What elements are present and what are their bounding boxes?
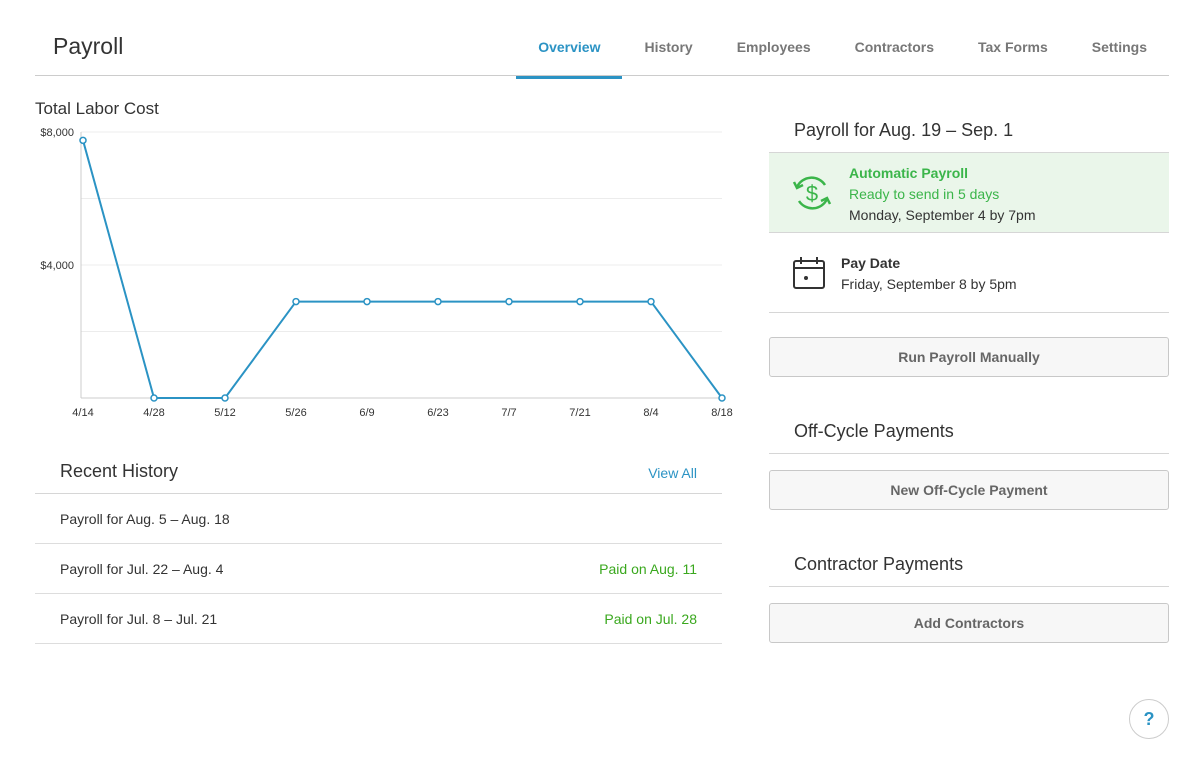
y-tick-label: $4,000 — [40, 260, 74, 272]
contractor-rule — [769, 586, 1169, 587]
off-cycle-button[interactable]: New Off-Cycle Payment — [769, 470, 1169, 510]
history-rule — [35, 493, 722, 494]
x-tick-label: 6/23 — [427, 407, 448, 419]
pay-date-rule — [769, 312, 1169, 313]
cost-point — [79, 136, 87, 145]
nav-tab[interactable]: History — [644, 39, 693, 55]
x-tick-label: 7/21 — [569, 407, 590, 419]
y-tick-label: $8,000 — [40, 127, 74, 139]
calendar-icon — [793, 257, 825, 289]
x-tick-label: 5/12 — [214, 407, 235, 419]
add-contractors-button[interactable]: Add Contractors — [769, 603, 1169, 643]
auto-deadline: Monday, September 4 by 7pm — [849, 207, 1036, 223]
auto-icon: $ — [792, 176, 832, 210]
auto-title: Automatic Payroll — [849, 165, 969, 181]
off-cycle-title: Off-Cycle Payments — [794, 421, 954, 441]
x-tick-label: 8/18 — [711, 407, 732, 419]
nav-tab[interactable]: Employees — [736, 39, 811, 55]
cost-point — [576, 297, 584, 306]
cost-point — [647, 297, 655, 306]
cost-point — [221, 394, 229, 402]
history-row: Payroll for Jul. 8 – Jul. 21 Paid on Jul.… — [35, 594, 722, 644]
history-status: Paid on Jul. 28 — [604, 611, 697, 627]
chart: Total Labor Cost $4,000 $8,000 4/14 4/28 5/1… — [35, 99, 733, 419]
help-button[interactable]: ? — [1129, 699, 1169, 739]
x-tick-label: 7/7 — [501, 407, 516, 419]
view-all-link[interactable]: View All — [648, 465, 697, 481]
tab-bar: Overview History Employees Contractors Tax F… — [516, 36, 1169, 79]
automatic-payroll-card: $ Automatic Payroll Ready to send in 5 d… — [769, 152, 1169, 233]
history-label: Payroll for Jul. 22 – Aug. 4 — [60, 561, 224, 577]
chart-title: Total Labor Cost — [35, 99, 159, 118]
pay-date-title: Pay Date — [841, 255, 901, 271]
x-tick-label: 4/28 — [143, 407, 164, 419]
history-status: Paid on Aug. 11 — [599, 561, 697, 577]
schedule-title: Payroll for Aug. 19 – Sep. 1 — [794, 120, 1014, 140]
page-title: Payroll — [53, 33, 124, 59]
auto-status: Ready to send in 5 days — [849, 186, 1000, 202]
history-title: Recent History — [60, 461, 179, 481]
cost-point — [150, 394, 158, 402]
x-tick-label: 4/14 — [72, 407, 93, 419]
history-label: Payroll for Jul. 8 – Jul. 21 — [60, 611, 218, 627]
nav-tab[interactable]: Tax Forms — [978, 39, 1048, 55]
cost-point — [505, 297, 513, 306]
contractor-title: Contractor Payments — [794, 554, 964, 574]
cost-point — [434, 297, 442, 306]
off-cycle-rule — [769, 453, 1169, 454]
svg-text:$: $ — [806, 181, 818, 206]
pay-date: Friday, September 8 by 5pm — [841, 276, 1017, 292]
nav-tab[interactable]: Settings — [1091, 39, 1147, 55]
header-rule — [35, 75, 1169, 76]
run-payroll-button[interactable]: Run Payroll Manually — [769, 337, 1169, 377]
history-row: Payroll for Aug. 5 – Aug. 18 — [35, 494, 722, 544]
history-row: Payroll for Jul. 22 – Aug. 4 Paid on Aug.… — [35, 544, 722, 594]
cost-point — [292, 297, 300, 306]
x-tick-label: 6/9 — [359, 407, 374, 419]
x-tick-label: 8/4 — [643, 407, 658, 419]
x-tick-label: 5/26 — [285, 407, 306, 419]
cost-line — [82, 140, 723, 399]
nav-tab[interactable]: Contractors — [854, 39, 934, 55]
nav-tab[interactable]: Overview — [516, 36, 623, 79]
cost-point — [363, 297, 371, 306]
history-label: Payroll for Aug. 5 – Aug. 18 — [60, 511, 230, 527]
cost-point — [718, 394, 726, 402]
